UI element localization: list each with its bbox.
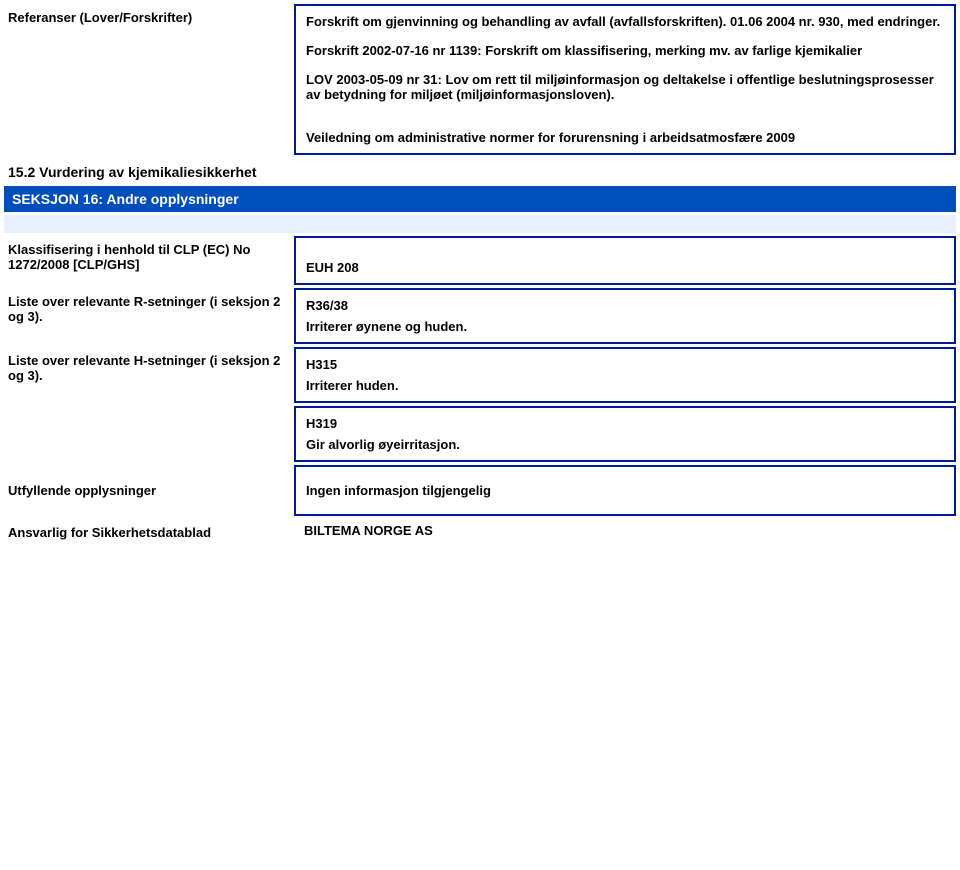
ref-p2: Forskrift 2002-07-16 nr 1139: Forskrift … — [306, 43, 944, 58]
label-clp: Klassifisering i henhold til CLP (EC) No… — [4, 236, 294, 288]
r-line1: R36/38 — [306, 298, 944, 313]
value-references: Forskrift om gjenvinning og behandling a… — [294, 4, 956, 155]
label-r-sentences: Liste over relevante R-setninger (i seks… — [4, 288, 294, 347]
r-line2: Irriterer øynene og huden. — [306, 319, 944, 334]
row-r-sentences: Liste over relevante R-setninger (i seks… — [4, 288, 956, 347]
h315-code: H315 — [306, 357, 944, 372]
h319-text: Gir alvorlig øyeirritasjon. — [306, 437, 944, 452]
h315-text: Irriterer huden. — [306, 378, 944, 393]
value-responsible: BILTEMA NORGE AS — [294, 519, 956, 546]
supplementary-text: Ingen informasjon tilgjengelig — [306, 483, 491, 498]
row-clp: Klassifisering i henhold til CLP (EC) No… — [4, 236, 956, 288]
clp-value-text: EUH 208 — [306, 260, 359, 275]
value-h319: H319 Gir alvorlig øyeirritasjon. — [294, 406, 956, 462]
label-responsible: Ansvarlig for Sikkerhetsdatablad — [4, 519, 294, 546]
value-supplementary: Ingen informasjon tilgjengelig — [294, 465, 956, 516]
responsible-text: BILTEMA NORGE AS — [304, 523, 433, 538]
row-supplementary: Utfyllende opplysninger Ingen informasjo… — [4, 465, 956, 519]
section-16-bar: SEKSJON 16: Andre opplysninger — [4, 186, 956, 212]
value-clp: EUH 208 — [294, 236, 956, 285]
h319-code: H319 — [306, 416, 944, 431]
heading-15-2: 15.2 Vurdering av kjemikaliesikkerhet — [4, 158, 956, 186]
ref-p1: Forskrift om gjenvinning og behandling a… — [306, 14, 944, 29]
ref-p4: Veiledning om administrative normer for … — [306, 130, 944, 145]
ref-p3: LOV 2003-05-09 nr 31: Lov om rett til mi… — [306, 72, 944, 102]
label-h-sentences: Liste over relevante H-setninger (i seks… — [4, 347, 294, 389]
row-responsible: Ansvarlig for Sikkerhetsdatablad BILTEMA… — [4, 519, 956, 546]
value-h315: H315 Irriterer huden. — [294, 347, 956, 403]
row-h-sentences: Liste over relevante H-setninger (i seks… — [4, 347, 956, 465]
label-supplementary: Utfyllende opplysninger — [4, 465, 294, 519]
value-r-sentences: R36/38 Irriterer øynene og huden. — [294, 288, 956, 344]
spacer-bar — [4, 215, 956, 233]
label-references: Referanser (Lover/Forskrifter) — [4, 4, 294, 158]
row-references: Referanser (Lover/Forskrifter) Forskrift… — [4, 4, 956, 158]
